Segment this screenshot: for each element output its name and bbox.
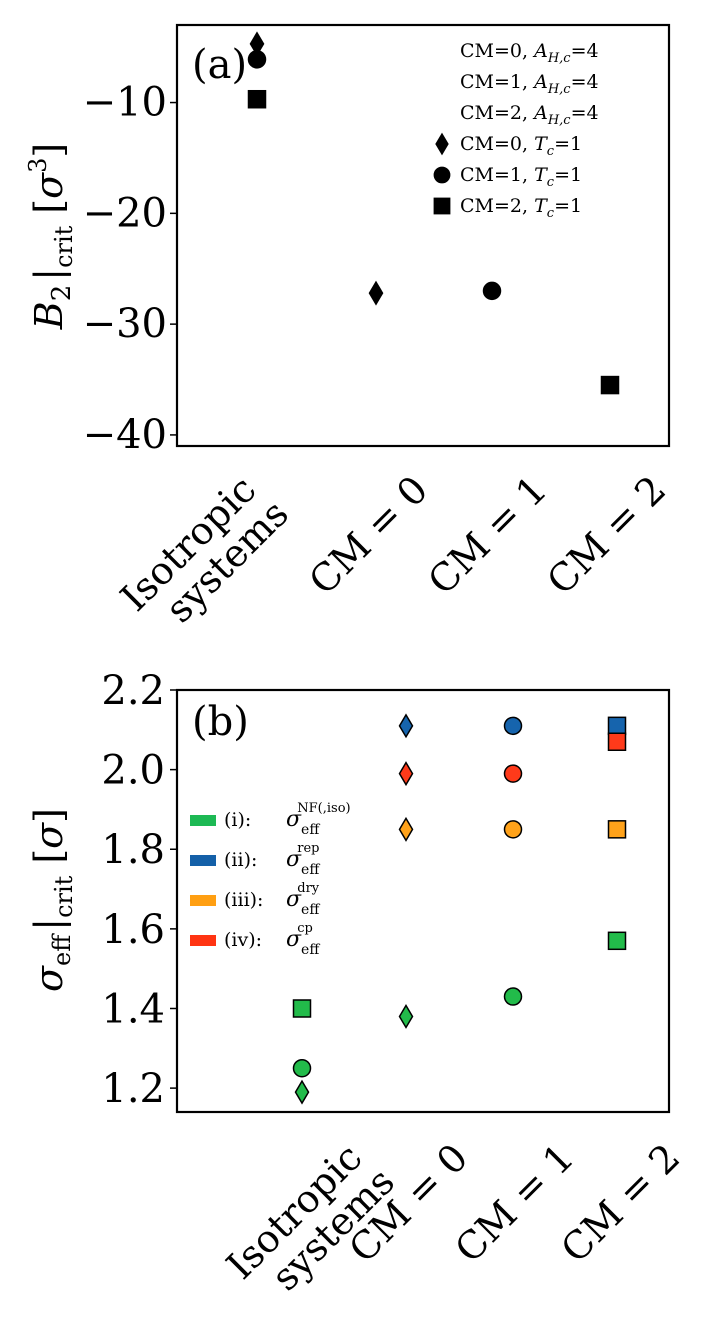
a-category-label: Isotropicsystems	[112, 463, 297, 648]
b-ylabel-unit: σ	[27, 822, 71, 849]
a-legend-marker-circle	[433, 166, 451, 184]
panel-b: (b) 1.2 1.4 1.6 1.8 2.0 2.2 IsotropicsystemsC…	[27, 668, 688, 1299]
a-legend-entry: CM=0, Tc=1	[460, 133, 582, 159]
a-category-label: CM = 0	[300, 467, 436, 603]
a-point-square	[600, 375, 620, 395]
b-point-diamond	[398, 816, 414, 842]
b-point-square	[607, 716, 627, 736]
panel-a-legend: CM=0, AH,c=4 CM=1, AH,c=4 CM=2, AH,c=4 CM=0…	[433, 40, 599, 221]
a-legend-entry: CM=2, Tc=1	[460, 195, 582, 221]
a-legend-marker-diamond	[435, 132, 449, 156]
panel-b-y-ticks: 1.2 1.4 1.6 1.8 2.0 2.2	[101, 668, 177, 1112]
panel-a: (a) −10−20−30−40 Isotropicsystems CM = 0C…	[24, 23, 674, 648]
b-ylabel-crit: crit	[50, 875, 78, 918]
a-legend-entry: CM=0, AH,c=4	[460, 40, 599, 66]
panel-b-frame	[175, 688, 671, 1114]
b-point-diamond	[398, 1003, 414, 1029]
a-legend-entry: CM=1, Tc=1	[460, 164, 582, 190]
b-point-diamond	[398, 761, 414, 787]
a-category-label: CM = 2	[538, 467, 674, 603]
b-legend-swatch	[190, 855, 216, 866]
a-ylabel-sub: 2	[47, 285, 77, 302]
b-point-circle	[503, 820, 523, 839]
b-legend-swatch	[190, 895, 216, 906]
a-ytick-label: −20	[83, 190, 167, 236]
a-point-circle	[482, 281, 502, 301]
b-point-diamond	[294, 1079, 310, 1105]
b-legend-swatch	[190, 935, 216, 946]
panel-a-x-ticks: Isotropicsystems CM = 0CM = 1CM = 2	[112, 463, 674, 648]
b-point-circle	[292, 1058, 312, 1078]
a-ylabel-unit: σ	[27, 172, 71, 199]
b-ylabel-bar: |	[27, 918, 71, 931]
b-ytick-label: 1.4	[101, 986, 165, 1032]
a-ylabel-open: [	[27, 199, 71, 214]
a-ytick-label: −30	[83, 301, 167, 347]
b-ytick-label: 1.8	[101, 827, 165, 873]
b-legend-swatch	[190, 815, 216, 826]
b-legend-entry: (iii): σeffdry	[224, 881, 320, 918]
b-point-square	[607, 931, 627, 951]
panel-a-frame	[175, 23, 671, 448]
a-ylabel-bar: |	[27, 268, 71, 281]
b-legend-entry: (ii): σeffrep	[224, 841, 320, 878]
b-legend-entry: (iv): σeffcp	[224, 921, 320, 958]
a-ytick-label: −10	[83, 80, 167, 126]
b-point-circle	[503, 716, 523, 736]
b-ytick-label: 1.2	[101, 1066, 165, 1112]
b-ylabel-open: [	[27, 849, 71, 864]
b-point-square	[607, 732, 627, 752]
b-point-square	[292, 999, 312, 1018]
b-point-circle	[503, 987, 523, 1006]
a-ylabel-unit-sup: 3	[24, 158, 52, 173]
a-point-circle	[247, 50, 267, 69]
b-point-circle	[503, 764, 523, 783]
b-point-diamond	[398, 713, 414, 739]
b-point-square	[607, 820, 627, 839]
a-legend-entry: CM=1, AH,c=4	[460, 71, 599, 97]
a-point-diamond	[368, 280, 384, 306]
panel-a-points	[247, 31, 620, 395]
b-ylabel-main: σ	[27, 965, 71, 992]
a-category-label: CM = 1	[419, 467, 555, 603]
panel-a-y-ticks: −10 −20 −30 −40	[83, 80, 177, 458]
a-ylabel-crit: crit	[50, 225, 78, 268]
a-ylabel-main: B	[27, 301, 71, 330]
b-category-label: CM = 2	[552, 1135, 688, 1271]
a-legend-entry: CM=2, AH,c=4	[460, 102, 599, 128]
a-ytick-label: −40	[83, 412, 167, 458]
b-ytick-label: 2.0	[101, 748, 165, 794]
panel-a-label: (a)	[192, 42, 247, 88]
b-ytick-label: 1.6	[101, 907, 165, 953]
b-ylabel-close: ]	[27, 808, 71, 823]
a-legend-marker-square	[433, 197, 451, 215]
panel-b-y-axis-label: σeff|crit[σ]	[27, 808, 78, 992]
panel-b-label: (b)	[192, 699, 249, 745]
a-point-square	[247, 89, 267, 109]
b-ylabel-sub: eff	[48, 933, 76, 966]
panel-b-legend: (i): σeffNF(,iso)(ii): σeffrep(iii): σeffdr…	[190, 801, 351, 958]
panel-b-points	[292, 713, 627, 1105]
b-legend-entry: (i): σeffNF(,iso)	[224, 801, 351, 838]
a-ylabel-close: ]	[27, 143, 71, 158]
b-ytick-label: 2.2	[101, 668, 165, 714]
panel-a-y-axis-label: B2 |crit [σ3]	[24, 143, 78, 330]
